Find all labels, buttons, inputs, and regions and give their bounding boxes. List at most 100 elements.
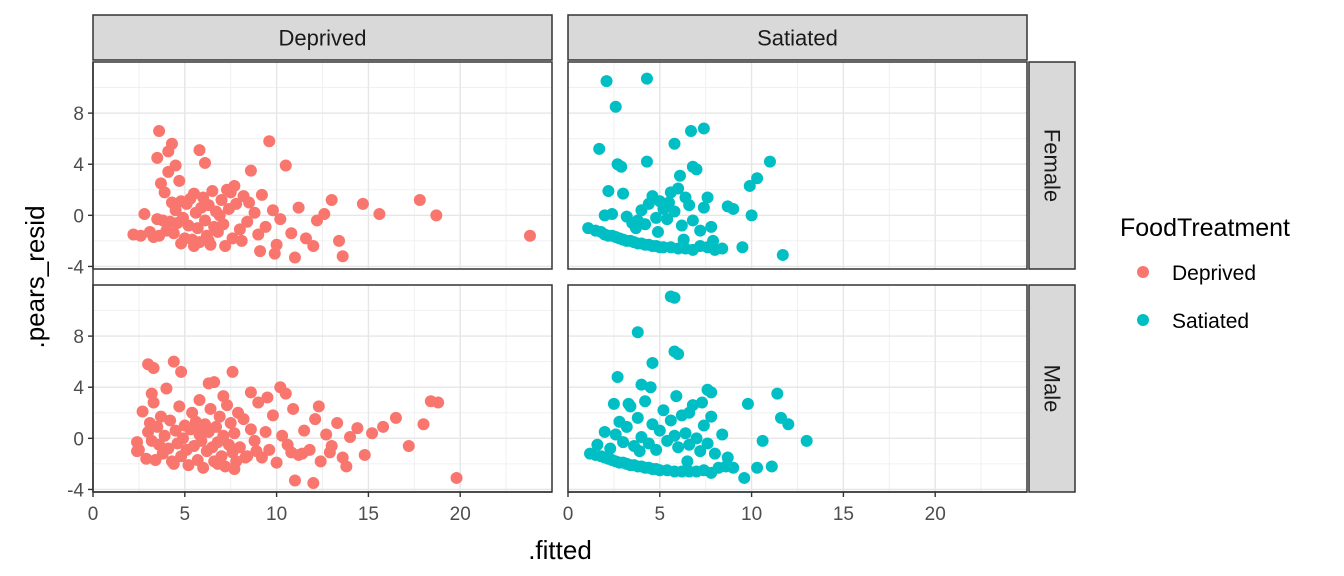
- data-point: [697, 419, 710, 432]
- data-point: [668, 205, 681, 218]
- data-point: [672, 441, 685, 454]
- data-point: [646, 356, 659, 369]
- strip-deprived: [92, 14, 553, 61]
- data-point: [187, 240, 200, 252]
- data-point: [158, 429, 171, 442]
- data-point: [668, 291, 681, 304]
- data-point: [701, 191, 714, 204]
- data-point: [681, 455, 694, 468]
- data-point: [763, 155, 776, 168]
- data-point: [298, 424, 311, 437]
- data-point: [432, 396, 445, 409]
- data-point: [686, 160, 699, 173]
- data-point: [694, 224, 707, 237]
- data-point: [233, 223, 246, 236]
- data-point: [609, 100, 622, 113]
- data-point: [160, 382, 173, 395]
- data-point: [651, 225, 664, 238]
- strip-satiated: [567, 14, 1028, 61]
- y-tick-label: -4: [67, 257, 84, 278]
- data-point: [259, 425, 272, 438]
- data-point: [402, 440, 415, 452]
- y-tick-label: -4: [67, 480, 84, 501]
- data-point: [607, 397, 620, 410]
- data-point: [356, 197, 369, 210]
- data-point: [668, 429, 681, 442]
- data-point: [244, 386, 257, 399]
- data-point: [274, 213, 287, 226]
- strip-female: [1028, 61, 1076, 270]
- data-point: [644, 381, 657, 394]
- data-point: [276, 429, 289, 442]
- data-point: [138, 208, 151, 221]
- data-point: [622, 397, 635, 410]
- data-point: [600, 75, 613, 88]
- x-tick-label: 15: [833, 504, 854, 525]
- data-point: [668, 137, 681, 150]
- data-point: [325, 194, 338, 206]
- data-point: [219, 240, 232, 252]
- data-point: [629, 222, 642, 235]
- data-point: [751, 461, 764, 474]
- data-point: [318, 208, 331, 221]
- data-point: [259, 220, 272, 233]
- data-point: [204, 402, 217, 415]
- data-point: [631, 326, 644, 339]
- data-point: [167, 355, 180, 368]
- data-point: [639, 218, 652, 231]
- data-point: [195, 434, 208, 447]
- x-axis-title: .fitted: [528, 535, 592, 565]
- data-point: [213, 410, 226, 423]
- data-point: [373, 208, 386, 221]
- data-point: [685, 125, 698, 137]
- x-tick-label: 15: [358, 504, 379, 525]
- data-point: [611, 371, 624, 383]
- data-point: [650, 443, 663, 456]
- panel-deprived-male: [92, 284, 553, 493]
- data-point: [631, 411, 644, 424]
- y-tick-label: 0: [73, 206, 84, 227]
- panel-satiated-male: [567, 284, 1028, 493]
- x-tick-label: 20: [450, 504, 471, 525]
- data-point: [248, 206, 261, 219]
- data-point: [738, 471, 751, 484]
- data-point: [270, 238, 283, 251]
- panel-border: [567, 61, 1028, 270]
- data-point: [173, 400, 186, 413]
- data-point: [771, 387, 784, 400]
- facet-strips: Deprived Satiated Female Male: [92, 14, 1076, 493]
- data-point: [639, 395, 652, 408]
- y-tick-label: 8: [73, 327, 84, 348]
- data-point: [312, 400, 325, 413]
- data-point: [288, 251, 301, 264]
- data-point: [208, 376, 221, 389]
- data-point: [314, 455, 327, 468]
- data-point: [154, 410, 167, 423]
- data-point: [677, 233, 690, 246]
- data-point: [417, 418, 430, 431]
- legend-label-deprived: Deprived: [1172, 262, 1256, 285]
- data-point: [250, 445, 263, 458]
- data-point: [215, 194, 228, 206]
- data-point: [705, 220, 718, 233]
- data-point: [244, 164, 257, 177]
- data-point: [672, 182, 685, 195]
- data-point: [716, 428, 729, 441]
- data-point: [606, 208, 619, 221]
- data-point: [235, 234, 248, 247]
- data-point: [252, 396, 265, 409]
- data-point: [307, 240, 320, 252]
- data-point: [389, 411, 402, 424]
- data-point: [591, 438, 604, 451]
- data-point: [800, 434, 813, 447]
- data-point: [224, 417, 237, 429]
- facet-panels: [92, 61, 1028, 493]
- data-point: [743, 179, 756, 192]
- data-point: [670, 390, 683, 403]
- y-tick-label: 0: [73, 429, 84, 450]
- data-point: [193, 394, 206, 406]
- data-point: [736, 241, 749, 254]
- data-point: [167, 227, 180, 240]
- data-point: [331, 417, 344, 429]
- data-point: [136, 405, 149, 418]
